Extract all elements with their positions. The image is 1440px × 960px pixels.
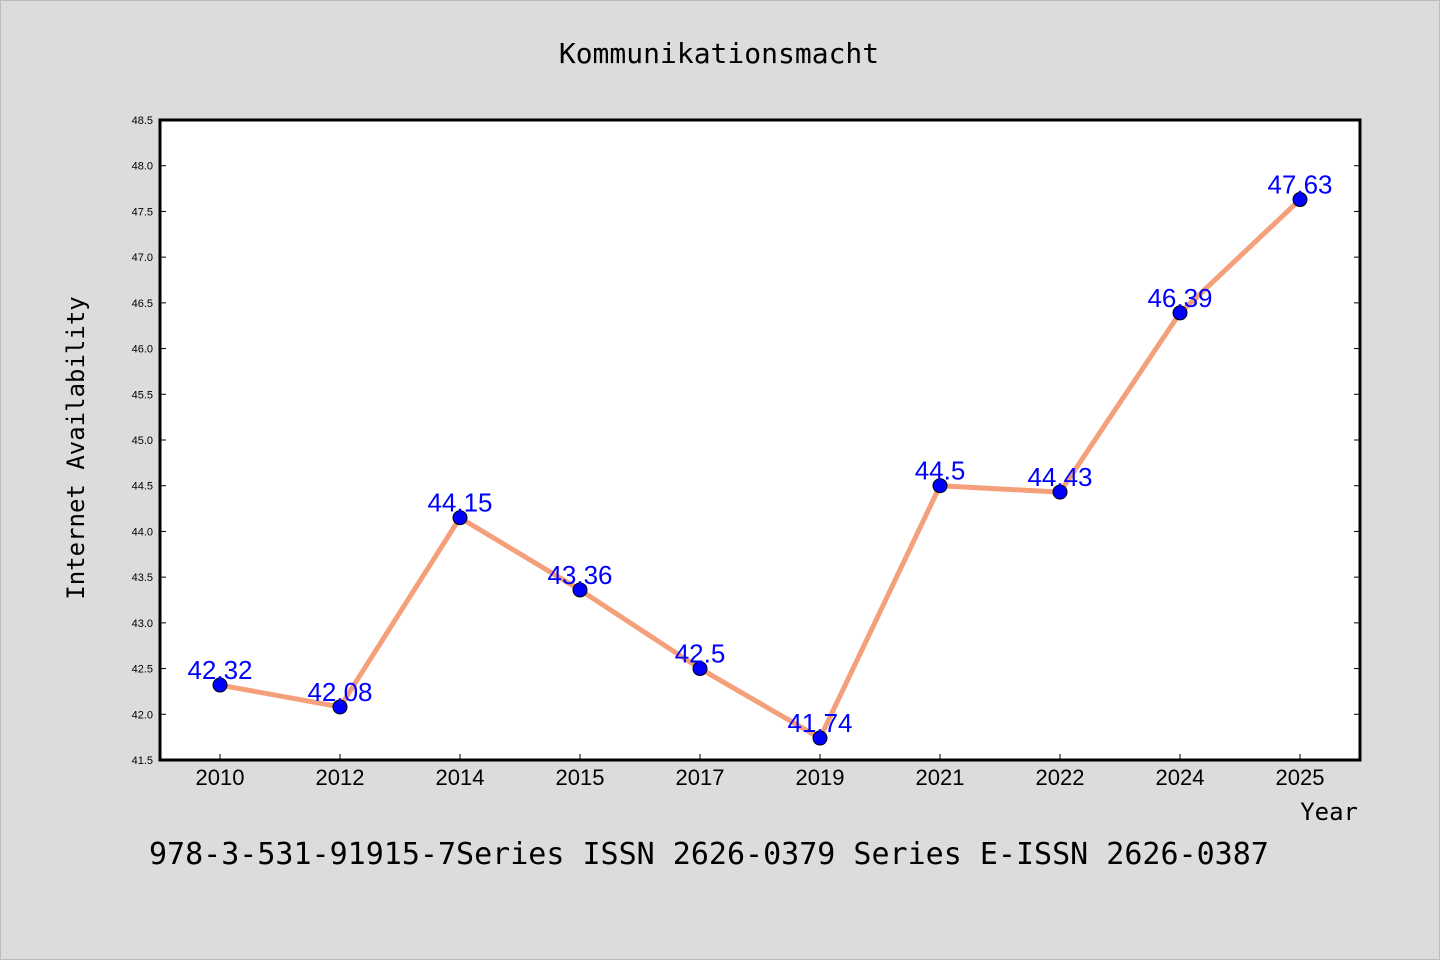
data-label-9: 47.63 (1267, 170, 1332, 200)
x-tick-label-7: 2022 (1036, 765, 1085, 790)
data-label-4: 42.5 (675, 639, 726, 669)
data-label-1: 42.08 (307, 677, 372, 707)
data-point-9 (1292, 192, 1308, 208)
plot-area (158, 118, 1362, 762)
data-label-8: 46.39 (1147, 283, 1212, 313)
footer-text: 978-3-531-91915-7Series ISSN 2626-0379 S… (149, 837, 1269, 872)
data-label-7: 44.43 (1027, 462, 1092, 492)
y-tick-label-14: 48.5 (132, 115, 153, 127)
y-tick-label-7: 45.0 (132, 435, 153, 447)
data-label-0: 42.32 (187, 655, 252, 685)
data-point-1 (332, 699, 348, 715)
series-line-group (212, 192, 1308, 746)
series-line (217, 197, 1303, 741)
x-axis-ticks: 2010 2012 2014 2015 2017 2019 2021 2022 2024 2025 (196, 754, 1325, 790)
data-point-3 (572, 582, 588, 598)
x-tick-label-5: 2019 (796, 765, 845, 790)
data-point-6 (932, 478, 948, 494)
y-tick-label-4: 43.5 (132, 572, 153, 584)
x-tick-label-3: 2015 (556, 765, 605, 790)
data-label-3: 43.36 (547, 560, 612, 590)
y-tick-label-13: 48.0 (132, 161, 153, 173)
y-tick-label-6: 44.5 (132, 481, 153, 493)
y-tick-label-10: 46.5 (132, 298, 153, 310)
y-tick-label-11: 47.0 (132, 252, 153, 264)
x-axis-label: Year (1300, 798, 1358, 826)
y-axis-ticks: 41.5 42.0 42.5 43.0 43.5 44.0 44.5 45.0 45.5 46.0… (132, 115, 1360, 767)
data-point-0 (212, 677, 228, 693)
y-tick-label-2: 42.5 (132, 664, 153, 676)
y-axis-label: Internet Availability (62, 296, 90, 599)
y-tick-label-3: 43.0 (132, 618, 153, 630)
data-label-5: 41.74 (787, 708, 852, 738)
y-tick-label-9: 46.0 (132, 344, 153, 356)
y-tick-label-0: 41.5 (132, 755, 153, 767)
y-tick-label-8: 45.5 (132, 389, 153, 401)
chart-title: Kommunikationsmacht (559, 37, 879, 70)
x-tick-label-9: 2025 (1276, 765, 1325, 790)
data-point-8 (1172, 305, 1188, 321)
y-tick-label-5: 44.0 (132, 526, 153, 538)
y-tick-label-12: 47.5 (132, 206, 153, 218)
data-point-2 (452, 510, 468, 526)
x-tick-label-0: 2010 (196, 765, 245, 790)
data-point-7 (1052, 484, 1068, 500)
data-label-6: 44.5 (915, 456, 966, 486)
data-label-2: 44.15 (427, 488, 492, 518)
x-tick-label-2: 2014 (436, 765, 485, 790)
data-labels: 42.32 42.08 44.15 43.36 42.5 41.74 44.5 44.43 46… (187, 170, 1332, 739)
x-tick-label-4: 2017 (676, 765, 725, 790)
data-point-5 (812, 730, 828, 746)
x-tick-label-1: 2012 (316, 765, 365, 790)
x-tick-label-8: 2024 (1156, 765, 1205, 790)
y-tick-label-1: 42.0 (132, 709, 153, 721)
data-point-4 (692, 661, 708, 677)
x-tick-label-6: 2021 (916, 765, 965, 790)
